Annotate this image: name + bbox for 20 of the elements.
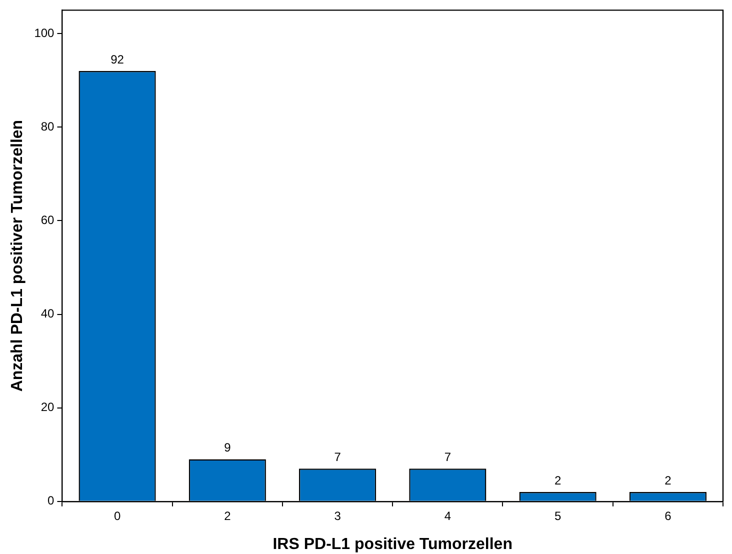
data-label: 2: [664, 473, 672, 488]
y-tick-label: 60: [40, 213, 55, 228]
data-label: 7: [334, 450, 342, 464]
x-tick-label: 3: [334, 508, 342, 523]
x-axis-title: IRS PD-L1 positive Tumorzellen: [272, 536, 512, 553]
x-tick-label: 2: [224, 508, 232, 523]
y-tick-label: 100: [34, 26, 55, 40]
y-tick-label: 0: [48, 494, 55, 508]
data-label: 2: [554, 473, 562, 488]
y-tick-label: 80: [40, 119, 55, 134]
data-label: 9: [224, 440, 232, 455]
x-tick-label: 5: [554, 508, 562, 523]
y-tick-label: 40: [40, 306, 55, 321]
y-tick-label: 20: [40, 400, 55, 414]
x-tick-label: 0: [114, 508, 121, 523]
x-tick-label: 6: [664, 508, 672, 523]
y-axis-title: Anzahl PD-L1 positiver Tumorzellen: [9, 120, 26, 392]
data-label: 7: [444, 450, 452, 464]
x-tick-label: 4: [444, 508, 452, 523]
data-label: 92: [110, 52, 124, 66]
